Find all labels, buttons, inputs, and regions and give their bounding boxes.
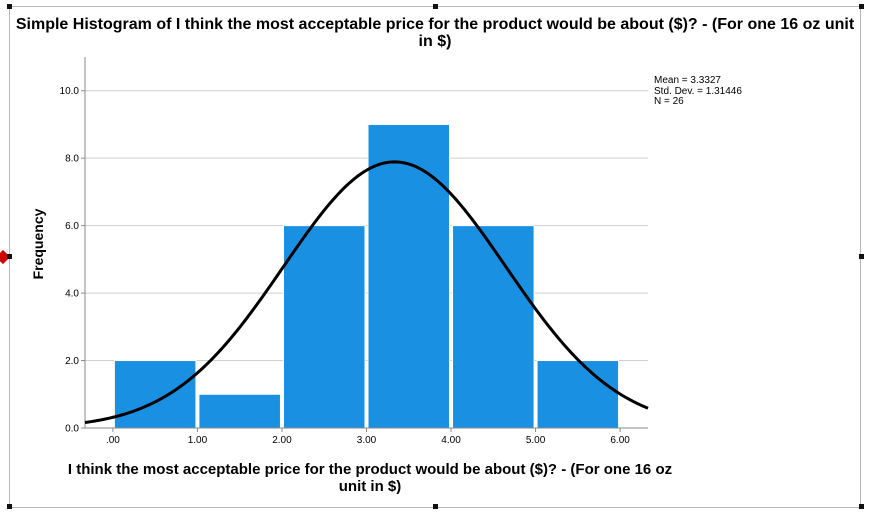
resize-handle-top-right[interactable] [859,4,864,9]
resize-handle-middle-right[interactable] [859,254,864,259]
y-tick-label-4: 8.0 [65,154,79,165]
y-tick-label-2: 4.0 [65,289,79,300]
resize-handle-middle-left[interactable] [7,254,12,259]
x-tick-label-2: 2.00 [272,435,292,446]
y-tick-label-5: 10.0 [60,86,80,97]
histogram-bar-1 [198,393,281,429]
stats-legend: Mean = 3.3327 Std. Dev. = 1.31446 N = 26 [654,75,742,108]
histogram-bar-4 [452,225,535,429]
resize-handle-bottom-right[interactable] [859,504,864,509]
curve-layer [84,160,649,425]
stats-std-dev: Std. Dev. = 1.31446 [654,85,742,97]
x-tick-label-1: 1.00 [188,435,208,446]
histogram-bar-0 [113,360,197,429]
chart-title: Simple Histogram of I think the most acc… [15,16,855,50]
bar-layer [113,123,620,429]
x-tick-label-4: 4.00 [441,435,461,446]
x-tick-label-6: 6.00 [610,435,630,446]
x-tick-label-3: 3.00 [357,435,377,446]
normal-curve [84,160,649,425]
y-tick-label-1: 2.0 [65,356,79,367]
histogram-bar-5 [536,360,620,429]
grid-layer [85,90,648,362]
x-tick-label-5: 5.00 [526,435,546,446]
histogram-bar-2 [282,225,366,429]
histogram-bar-3 [367,123,451,429]
resize-handle-bottom-center[interactable] [433,504,438,509]
x-axis-label: I think the most acceptable price for th… [67,461,673,495]
resize-handle-top-center[interactable] [433,4,438,9]
y-tick-label-0: 0.0 [65,424,79,435]
y-tick-label-3: 6.0 [65,221,79,232]
tick-layer: .00 1.00 2.00 3.00 4.00 5.00 6.00 0.0 2.0 4.0 6.0 8… [60,86,631,446]
y-axis-label: Frequency [30,208,46,280]
resize-handle-bottom-left[interactable] [7,504,12,509]
stats-n: N = 26 [654,96,684,107]
resize-handle-top-left[interactable] [7,4,12,9]
x-tick-label-0: .00 [106,435,120,446]
stats-mean: Mean = 3.3327 [654,75,721,86]
